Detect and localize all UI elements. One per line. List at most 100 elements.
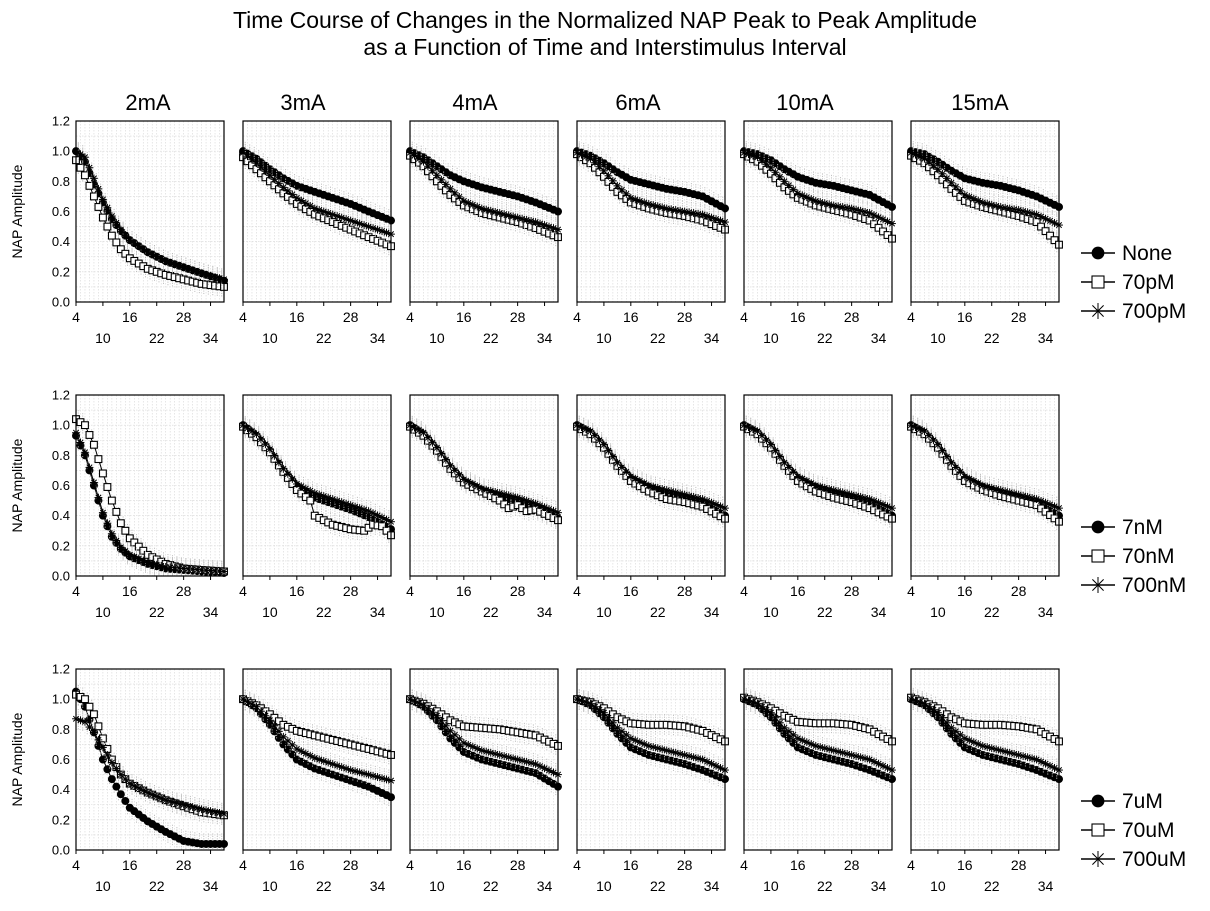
data-point [130, 239, 139, 248]
data-point [441, 180, 450, 189]
data-point [89, 440, 98, 449]
data-point [1028, 209, 1037, 218]
x-tick-label: 16 [790, 857, 806, 873]
y-tick-label: 0.4 [52, 234, 70, 249]
x-tick-label: 10 [763, 330, 779, 346]
x-tick-label: 10 [596, 878, 612, 894]
panel: 4 16 28 10 22 34 [740, 394, 897, 620]
data-point [121, 547, 130, 556]
panel-frame [743, 120, 893, 303]
legend-label: None [1122, 242, 1172, 265]
x-tick-label: 28 [844, 583, 860, 599]
x-tick-label: 34 [537, 878, 553, 894]
data-point [112, 536, 121, 545]
x-tick-label: 34 [704, 604, 720, 620]
x-ticks: 4 16 28 10 22 34 [573, 576, 720, 620]
data-point [98, 469, 107, 478]
legend-marker [1089, 850, 1107, 868]
series-None [238, 141, 395, 231]
y-tick-label: 0.8 [52, 174, 70, 189]
data-point [243, 152, 252, 161]
data-point [1001, 203, 1010, 212]
data-point [825, 200, 834, 209]
y-tick-label: 0.0 [52, 569, 70, 584]
x-tick-label: 28 [510, 857, 526, 873]
x-tick-label: 4 [573, 857, 581, 873]
x-tick-label: 28 [176, 583, 192, 599]
data-point [1010, 205, 1019, 214]
x-ticks: 4 16 28 10 22 34 [406, 302, 553, 346]
x-tick-label: 4 [72, 583, 80, 599]
x-tick-label: 22 [149, 604, 165, 620]
data-point [121, 796, 130, 805]
data-point [107, 775, 116, 784]
data-point [89, 710, 98, 719]
data-point [94, 493, 103, 502]
x-tick-label: 4 [740, 583, 748, 599]
data-point [306, 201, 315, 210]
legend-marker [1089, 302, 1107, 320]
data-point [130, 538, 139, 547]
data-point [103, 765, 112, 774]
panel-frame [242, 120, 392, 303]
data-point [753, 153, 762, 162]
x-tick-label: 22 [817, 878, 833, 894]
x-tick-label: 28 [677, 857, 693, 873]
data-point [604, 171, 613, 180]
x-ticks: 4 16 28 10 22 34 [740, 576, 887, 620]
panel: 4 16 28 10 22 34 [72, 668, 228, 894]
x-tick-label: 28 [510, 309, 526, 325]
data-point [76, 438, 85, 447]
x-tick-label: 22 [316, 878, 332, 894]
data-point [852, 205, 861, 214]
x-tick-label: 34 [1038, 604, 1054, 620]
legend: 7uM 70uM 700uM [1081, 790, 1186, 871]
x-ticks: 4 16 28 10 22 34 [740, 302, 887, 346]
x-tick-label: 28 [176, 309, 192, 325]
data-point [811, 197, 820, 205]
data-point [152, 560, 161, 569]
data-point [76, 163, 85, 172]
x-tick-label: 16 [790, 309, 806, 325]
panel-frame [409, 120, 559, 303]
data-point [89, 192, 98, 201]
y-tick-label: 0.2 [52, 812, 70, 827]
x-tick-label: 10 [429, 330, 445, 346]
data-point [116, 245, 125, 254]
data-point [1050, 236, 1059, 245]
column-header: 2mA [125, 90, 171, 115]
figure-title-line-1: Time Course of Changes in the Normalized… [233, 7, 977, 33]
x-tick-label: 34 [370, 604, 386, 620]
x-tick-label: 22 [817, 604, 833, 620]
gridlines [243, 121, 391, 302]
x-tick-label: 34 [871, 330, 887, 346]
panel: 4 16 28 10 22 34 [405, 668, 563, 894]
data-point [103, 222, 112, 231]
panel: 4 16 28 10 22 34 [573, 120, 730, 346]
data-point [139, 245, 148, 254]
data-point [94, 203, 103, 211]
data-point [649, 201, 658, 209]
legend-marker [1091, 520, 1105, 534]
x-tick-label: 16 [289, 309, 305, 325]
y-tick-label: 0.8 [52, 448, 70, 463]
data-point [577, 150, 586, 159]
x-tick-label: 10 [262, 604, 278, 620]
data-point [81, 153, 89, 162]
data-point [116, 790, 125, 799]
data-point [90, 478, 98, 487]
data-point [1023, 208, 1032, 217]
y-tick-label: 0.6 [52, 204, 70, 219]
x-tick-label: 22 [984, 330, 1000, 346]
x-tick-label: 16 [623, 583, 639, 599]
series-line [75, 150, 225, 280]
x-ticks: 4 16 28 10 22 34 [239, 576, 386, 620]
y-tick-label: 0.0 [52, 843, 70, 858]
legend-marker [1089, 576, 1107, 594]
data-point [179, 263, 188, 272]
data-point [820, 199, 829, 208]
x-tick-label: 22 [650, 330, 666, 346]
x-ticks: 4 16 28 10 22 34 [239, 302, 386, 346]
data-point [509, 212, 518, 221]
legend-label: 700uM [1122, 848, 1186, 871]
